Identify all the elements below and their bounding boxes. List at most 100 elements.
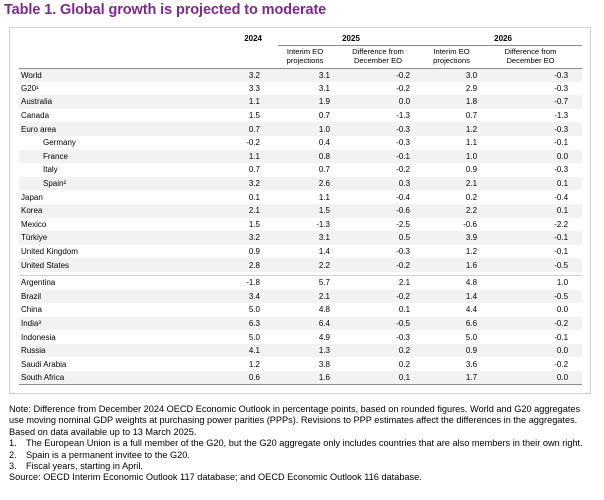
country-cell: Euro area xyxy=(19,122,190,136)
difference-2026: 0.0 xyxy=(479,343,583,358)
country-cell: Argentina xyxy=(19,275,190,290)
difference-2025: -0.3 xyxy=(396,138,411,148)
difference-2026: -0.3 xyxy=(479,122,583,136)
country-cell: Italy xyxy=(43,165,58,175)
country-cell: South Africa xyxy=(19,371,190,386)
value-2024: 0.1 xyxy=(248,192,260,202)
projection-2026: 1.8 xyxy=(424,95,480,109)
projection-2026: 0.9 xyxy=(465,165,478,175)
table-row: China 5.0 4.8 0.1 4.4 0.0 xyxy=(19,303,582,317)
header-interim-2025-l1: Interim EO xyxy=(286,47,324,56)
note-line: Note: Difference from December 2024 OECD… xyxy=(9,404,581,414)
projection-2025: 2.6 xyxy=(278,176,332,191)
header-country xyxy=(19,32,190,45)
value-2024: 6.3 xyxy=(190,316,278,331)
table-row: Argentina -1.8 5.7 2.1 4.8 1.0 xyxy=(19,275,583,290)
country-cell: Canada xyxy=(21,111,50,121)
difference-2026: -0.5 xyxy=(479,258,583,272)
difference-2025: -0.5 xyxy=(332,316,425,331)
projection-2026: 1.2 xyxy=(424,122,480,136)
difference-2025: 0.5 xyxy=(332,231,425,245)
header-diff-2025-l2: December EO xyxy=(353,55,403,65)
difference-2025: -0.2 xyxy=(332,68,425,82)
footnote-2: 2. Spain is a permanent invitee to the G2… xyxy=(9,450,599,461)
difference-2026: 0.1 xyxy=(479,176,583,191)
difference-2026: -0.3 xyxy=(554,83,569,93)
difference-2025: 0.0 xyxy=(332,95,425,109)
growth-table: 2024 2025 2026 Interim EO projections Dif… xyxy=(19,32,583,386)
header-blank xyxy=(19,45,190,69)
footnote-text: Fiscal years, starting in April. xyxy=(26,461,143,472)
table-row: India³ 6.3 6.4 -0.5 6.6 -0.2 xyxy=(19,316,583,331)
difference-2026: -0.2 xyxy=(554,359,569,369)
projection-2026: 4.8 xyxy=(424,275,480,290)
difference-2025: -0.4 xyxy=(396,192,411,202)
projection-2025: 3.8 xyxy=(318,359,330,369)
header-diff-2025: Difference from December EO xyxy=(332,45,425,69)
difference-2026: -2.2 xyxy=(554,219,569,229)
difference-2025: -0.1 xyxy=(332,149,425,164)
difference-2025: -0.3 xyxy=(396,247,411,257)
difference-2025: -0.3 xyxy=(396,332,411,342)
difference-2025: -0.2 xyxy=(332,289,425,304)
country-cell: World xyxy=(19,68,190,82)
footnote-1: 1. The European Union is a full member of… xyxy=(9,438,599,449)
header-year-2026: 2026 xyxy=(424,32,583,46)
table-row: Italy 0.7 0.7 -0.2 0.9 -0.3 xyxy=(19,163,582,177)
table-row: France 1.1 0.8 -0.1 1.0 0.0 xyxy=(19,149,583,164)
difference-2026: -0.7 xyxy=(479,95,583,109)
country-cell: United States xyxy=(19,258,190,272)
footnote-text: The European Union is a full member of t… xyxy=(26,438,583,449)
table-row: G20¹ 3.3 3.1 -0.2 2.9 -0.3 xyxy=(19,82,582,96)
header-blank-2024 xyxy=(190,45,278,69)
note-line: use moving nominal GDP weights at purcha… xyxy=(9,415,578,426)
country-cell: Australia xyxy=(19,95,190,109)
country-cell: France xyxy=(19,149,190,164)
projection-2026: 2.1 xyxy=(424,176,480,191)
value-2024: 3.3 xyxy=(248,83,260,93)
value-2024: 1.2 xyxy=(248,359,260,369)
projection-2025: 1.1 xyxy=(318,192,330,202)
value-2024: 2.1 xyxy=(190,203,278,218)
country-cell: G20¹ xyxy=(21,83,39,93)
difference-2026: -0.1 xyxy=(554,332,569,342)
projection-2026: 1.1 xyxy=(465,138,478,148)
header-diff-2026: Difference from December EO xyxy=(479,45,583,69)
projection-2025: 0.7 xyxy=(318,165,330,175)
difference-2025: 0.2 xyxy=(398,359,411,369)
table-row: Canada 1.5 0.7 -1.3 0.7 -1.3 xyxy=(19,109,582,123)
difference-2026: 0.1 xyxy=(479,203,583,218)
table-row: Korea 2.1 1.5 -0.6 2.2 0.1 xyxy=(19,203,583,218)
footnote-3: 3. Fiscal years, starting in April. xyxy=(9,461,599,472)
difference-2026: 0.0 xyxy=(479,149,583,164)
projection-2026: 1.4 xyxy=(424,289,480,304)
table-row: United States 2.8 2.2 -0.2 1.6 -0.5 xyxy=(19,258,583,272)
difference-2026: 1.0 xyxy=(479,275,583,290)
difference-2026: -0.2 xyxy=(479,316,583,331)
value-2024: 1.5 xyxy=(248,111,260,121)
projection-2025: 1.6 xyxy=(278,371,332,386)
value-2024: 2.8 xyxy=(190,258,278,272)
difference-2025: 0.1 xyxy=(332,371,425,386)
projection-2025: 1.4 xyxy=(318,247,330,257)
country-cell: Saudi Arabia xyxy=(21,359,67,369)
country-cell: Russia xyxy=(19,343,190,358)
difference-2026: -0.4 xyxy=(554,192,569,202)
header-interim-2026-l1: Interim EO xyxy=(433,47,470,56)
difference-2025: 0.3 xyxy=(332,176,425,191)
table-row: Mexico 1.5 -1.3 -2.5 -0.6 -2.2 xyxy=(19,218,582,232)
table-row: Australia 1.1 1.9 0.0 1.8 -0.7 xyxy=(19,95,583,109)
value-2024: 1.1 xyxy=(190,95,278,109)
footnote-marker: 2. xyxy=(9,449,17,460)
value-2024: 3.2 xyxy=(190,231,278,245)
value-2024: 3.4 xyxy=(190,289,278,304)
difference-2026: -0.3 xyxy=(554,165,569,175)
value-2024: 5.0 xyxy=(248,332,260,342)
header-interim-2026: Interim EO projections xyxy=(424,45,480,69)
projection-2026: 0.7 xyxy=(465,111,478,121)
projection-2026: 1.2 xyxy=(465,247,478,257)
table-title: Table 1. Global growth is projected to m… xyxy=(4,2,327,18)
country-cell: United Kingdom xyxy=(21,247,78,257)
country-cell: Korea xyxy=(19,203,190,218)
table-row: World 3.2 3.1 -0.2 3.0 -0.3 xyxy=(19,68,583,82)
